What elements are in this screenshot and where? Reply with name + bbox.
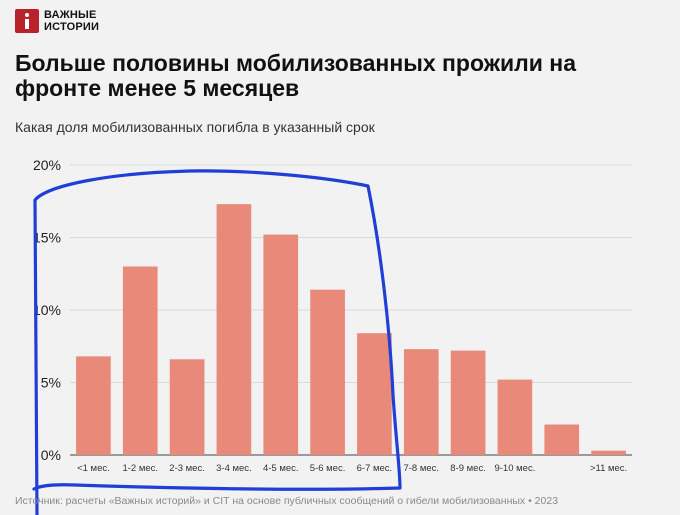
y-tick-label: 5% <box>41 375 61 391</box>
bar <box>497 379 533 455</box>
bar <box>403 349 439 455</box>
y-tick-label: 15% <box>33 230 61 246</box>
chart-title: Больше половины мобилизованных прожили н… <box>15 50 576 101</box>
x-tick-label: <1 мес. <box>77 463 110 474</box>
x-tick-label: 4-5 мес. <box>263 463 299 474</box>
bar <box>263 234 299 455</box>
x-tick-labels: <1 мес. 1-2 мес. 2-3 мес. 3-4 мес. 4-5 мес. 5… <box>77 463 627 474</box>
bars <box>76 204 626 455</box>
grid-lines <box>70 164 632 456</box>
x-tick-label: 9-10 мес. <box>494 463 535 474</box>
bar <box>544 424 580 455</box>
hand-drawn-highlight-outline <box>32 169 402 515</box>
y-tick-label: 10% <box>33 302 61 318</box>
source-note: Источник: расчеты «Важных историй» и CIT… <box>15 495 559 507</box>
bar <box>450 350 486 455</box>
x-tick-label: >11 мес. <box>590 463 627 474</box>
y-tick-label: 20% <box>33 157 61 173</box>
x-tick-label: 5-6 мес. <box>310 463 346 474</box>
bar <box>216 204 252 455</box>
bar <box>591 450 626 455</box>
chart-subtitle: Какая доля мобилизованных погибла в указ… <box>15 119 375 135</box>
bar <box>169 359 205 455</box>
x-tick-label: 2-3 мес. <box>169 463 205 474</box>
info-i-icon <box>15 9 39 33</box>
x-tick-label: 3-4 мес. <box>216 463 252 474</box>
y-tick-label: 0% <box>41 447 61 463</box>
x-tick-label: 8-9 мес. <box>450 463 486 474</box>
y-tick-labels: 0% 5% 10% 15% 20% <box>33 157 61 463</box>
brand-name: ВАЖНЫЕ ИСТОРИИ <box>44 9 99 33</box>
x-tick-label: 6-7 мес. <box>357 463 393 474</box>
bar <box>310 289 345 455</box>
brand-name-line2: ИСТОРИИ <box>44 21 100 33</box>
bar <box>122 266 158 455</box>
x-tick-label: 7-8 мес. <box>403 463 439 474</box>
bar <box>357 333 392 455</box>
x-tick-label: 1-2 мес. <box>122 463 158 474</box>
brand-name-line1: ВАЖНЫЕ <box>44 9 97 21</box>
brand-logo: ВАЖНЫЕ ИСТОРИИ <box>15 9 99 33</box>
bar <box>76 356 111 455</box>
